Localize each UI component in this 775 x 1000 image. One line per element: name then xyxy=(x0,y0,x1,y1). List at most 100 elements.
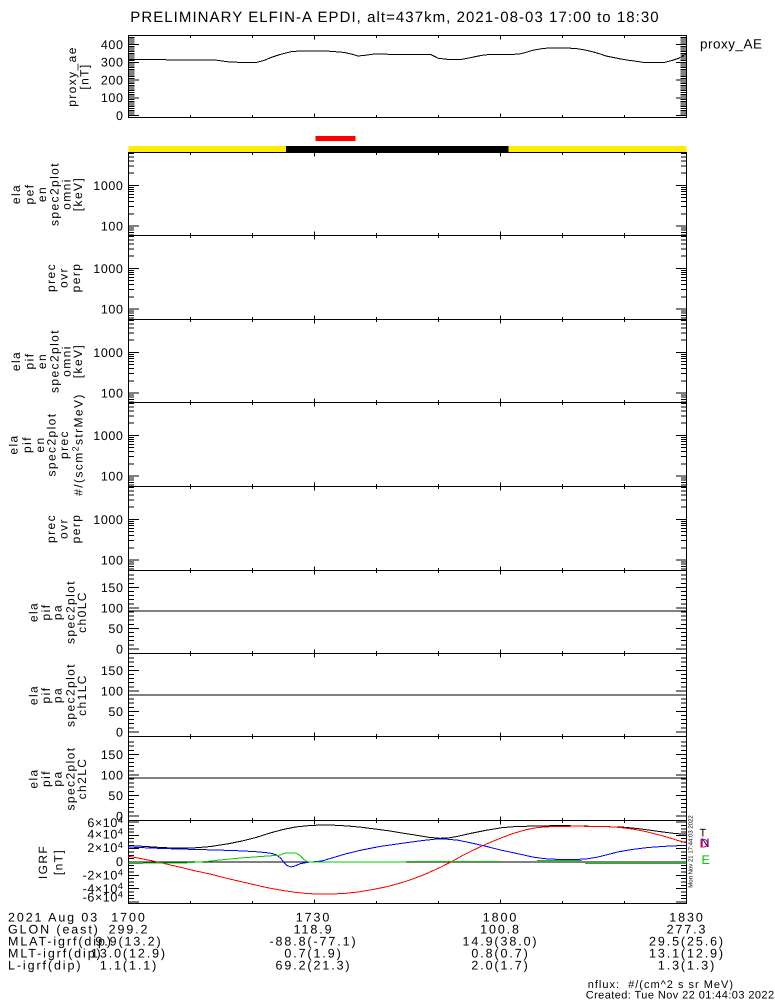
svg-text:#/(scm2strMeV): #/(scm2strMeV) xyxy=(71,393,86,496)
svg-text:50: 50 xyxy=(108,789,123,803)
svg-text:prec: prec xyxy=(57,430,71,459)
svg-text:-88.8(-77.1): -88.8(-77.1) xyxy=(269,935,357,949)
svg-text:pef: pef xyxy=(23,184,37,205)
svg-text:2021 Aug 03: 2021 Aug 03 xyxy=(8,911,99,925)
svg-text:spec2plot: spec2plot xyxy=(63,580,77,644)
svg-text:100.8: 100.8 xyxy=(480,923,521,937)
svg-text:perp: perp xyxy=(69,263,83,293)
svg-text:9.9(13.2): 9.9(13.2) xyxy=(95,935,162,949)
svg-text:100: 100 xyxy=(101,554,124,568)
svg-text:spec2plot: spec2plot xyxy=(48,162,62,226)
svg-text:pif: pif xyxy=(23,353,37,370)
svg-text:50: 50 xyxy=(108,622,123,636)
svg-text:D: D xyxy=(700,837,709,851)
svg-text:ela: ela xyxy=(9,351,23,371)
svg-text:-2×104: -2×104 xyxy=(83,867,124,882)
svg-text:1000: 1000 xyxy=(93,346,123,360)
svg-text:0: 0 xyxy=(116,809,124,823)
svg-text:1.1(1.1): 1.1(1.1) xyxy=(100,959,158,973)
svg-text:150: 150 xyxy=(101,664,124,678)
svg-text:pif: pif xyxy=(39,770,53,787)
svg-text:PRELIMINARY ELFIN-A EPDI, alt=: PRELIMINARY ELFIN-A EPDI, alt=437km, 202… xyxy=(130,9,659,26)
svg-text:13.1(12.9): 13.1(12.9) xyxy=(649,947,725,961)
svg-text:proxy_AE: proxy_AE xyxy=(700,37,763,52)
svg-text:ela: ela xyxy=(26,768,40,788)
svg-text:nflux: #/(cm^2 s sr MeV): nflux: #/(cm^2 s sr MeV) xyxy=(588,979,734,991)
svg-text:1000: 1000 xyxy=(93,429,123,443)
svg-text:pif: pif xyxy=(39,687,53,704)
svg-text:1730: 1730 xyxy=(296,911,331,925)
svg-text:150: 150 xyxy=(101,748,124,762)
svg-text:ch1LC: ch1LC xyxy=(75,674,89,716)
svg-text:spec2plot: spec2plot xyxy=(63,663,77,727)
svg-text:Mon Nov 21 17:44:03 2022: Mon Nov 21 17:44:03 2022 xyxy=(688,815,695,888)
svg-text:-6×104: -6×104 xyxy=(83,889,124,904)
svg-text:spec2plot: spec2plot xyxy=(48,329,62,393)
svg-text:ovr: ovr xyxy=(56,518,70,539)
svg-text:pa: pa xyxy=(51,687,65,703)
svg-text:4×104: 4×104 xyxy=(87,826,123,841)
svg-text:2.0(1.7): 2.0(1.7) xyxy=(471,959,529,973)
svg-text:MLAT-igrf(dip): MLAT-igrf(dip) xyxy=(8,935,113,949)
svg-text:pa: pa xyxy=(51,770,65,786)
svg-text:0.8(0.7): 0.8(0.7) xyxy=(471,947,529,961)
svg-text:29.5(25.6): 29.5(25.6) xyxy=(649,935,725,949)
svg-text:perp: perp xyxy=(69,514,83,544)
svg-text:100: 100 xyxy=(101,387,124,401)
svg-text:en: en xyxy=(33,436,47,452)
svg-text:spec2plot: spec2plot xyxy=(63,747,77,811)
svg-text:[nT]: [nT] xyxy=(78,63,92,89)
svg-text:T: T xyxy=(700,828,707,840)
svg-text:100: 100 xyxy=(101,684,124,698)
svg-text:100: 100 xyxy=(101,91,124,105)
svg-text:0.7(1.9): 0.7(1.9) xyxy=(284,947,342,961)
svg-text:-4×104: -4×104 xyxy=(83,881,124,896)
svg-text:0: 0 xyxy=(116,855,124,869)
svg-text:400: 400 xyxy=(101,38,124,52)
svg-text:1000: 1000 xyxy=(93,179,123,193)
svg-text:en: en xyxy=(35,353,49,369)
svg-text:omni: omni xyxy=(59,178,73,210)
svg-text:1830: 1830 xyxy=(669,911,704,925)
svg-text:ch0LC: ch0LC xyxy=(75,591,89,633)
svg-text:pif: pif xyxy=(39,604,53,621)
svg-text:13.0(12.9): 13.0(12.9) xyxy=(91,947,167,961)
svg-text:spec2plot: spec2plot xyxy=(45,413,59,477)
svg-text:[keV]: [keV] xyxy=(71,344,85,378)
svg-text:1.3(1.3): 1.3(1.3) xyxy=(658,959,716,973)
svg-text:1000: 1000 xyxy=(93,262,123,276)
svg-text:ela: ela xyxy=(9,184,23,204)
svg-text:ela: ela xyxy=(26,685,40,705)
svg-text:N: N xyxy=(701,836,710,850)
svg-text:prec: prec xyxy=(44,514,58,543)
svg-text:100: 100 xyxy=(101,601,124,615)
svg-text:100: 100 xyxy=(101,303,124,317)
svg-text:6×104: 6×104 xyxy=(87,815,123,830)
svg-text:GLON (east): GLON (east) xyxy=(8,923,100,937)
svg-text:proxy_ae: proxy_ae xyxy=(65,46,79,107)
svg-text:299.2: 299.2 xyxy=(109,923,150,937)
svg-text:50: 50 xyxy=(108,705,123,719)
svg-text:300: 300 xyxy=(101,56,124,70)
svg-text:pa: pa xyxy=(51,604,65,620)
svg-text:omni: omni xyxy=(59,345,73,377)
svg-text:1000: 1000 xyxy=(93,513,123,527)
svg-text:ovr: ovr xyxy=(56,267,70,288)
svg-text:[nT]: [nT] xyxy=(52,849,66,875)
svg-text:L-igrf(dip): L-igrf(dip) xyxy=(8,959,82,973)
svg-text:en: en xyxy=(35,186,49,202)
svg-text:ch2LC: ch2LC xyxy=(75,758,89,800)
svg-text:1700: 1700 xyxy=(111,911,146,925)
svg-text:E: E xyxy=(702,853,710,867)
svg-text:1800: 1800 xyxy=(483,911,518,925)
svg-text:MLT-igrf(dip): MLT-igrf(dip) xyxy=(8,947,103,961)
svg-text:69.2(21.3): 69.2(21.3) xyxy=(276,959,352,973)
svg-text:100: 100 xyxy=(101,470,124,484)
svg-text:ela: ela xyxy=(26,602,40,622)
svg-text:2×104: 2×104 xyxy=(87,840,123,855)
svg-text:14.9(38.0): 14.9(38.0) xyxy=(463,935,539,949)
svg-text:0: 0 xyxy=(116,642,124,656)
svg-text:118.9: 118.9 xyxy=(294,923,334,937)
svg-text:ela: ela xyxy=(7,434,21,454)
svg-text:Created: Tue Nov 22 01:44:03 2: Created: Tue Nov 22 01:44:03 2022 xyxy=(586,990,775,1000)
